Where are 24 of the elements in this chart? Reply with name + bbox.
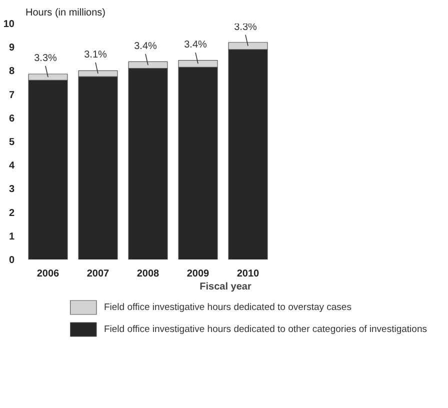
- y-axis-title: Hours (in millions): [26, 8, 106, 18]
- x-tick-label: 2007: [86, 268, 110, 280]
- y-tick-label: 1: [8, 231, 15, 242]
- x-tick-label: 2009: [186, 268, 210, 280]
- x-tick-label: 2006: [36, 268, 60, 280]
- y-tick-label: 7: [8, 90, 15, 101]
- y-tick-label: 0: [8, 255, 15, 266]
- y-tick-label: 10: [3, 19, 15, 30]
- annotation: 3.1%: [84, 50, 108, 61]
- annotation: 3.4%: [184, 40, 208, 51]
- y-tick-label: 6: [8, 113, 15, 124]
- x-tick-label: 2008: [136, 268, 160, 280]
- y-tick-label: 8: [8, 66, 15, 78]
- annotation: 3.3%: [34, 53, 58, 64]
- y-tick-label: 2: [8, 208, 15, 219]
- x-axis-title: Fiscal year: [200, 282, 252, 292]
- y-tick-label: 5: [8, 137, 15, 148]
- y-tick-label: 3: [8, 184, 15, 196]
- y-tick-label: 4: [8, 160, 15, 172]
- legend-label: Field office investigative hours dedicated to other categories of investigations: [104, 324, 428, 335]
- annotation: 3.4%: [134, 41, 158, 52]
- y-tick-label: 9: [8, 42, 15, 54]
- legend-label: Field office investigative hours dedicated to overstay cases: [104, 302, 352, 313]
- x-tick-label: 2010: [236, 268, 260, 280]
